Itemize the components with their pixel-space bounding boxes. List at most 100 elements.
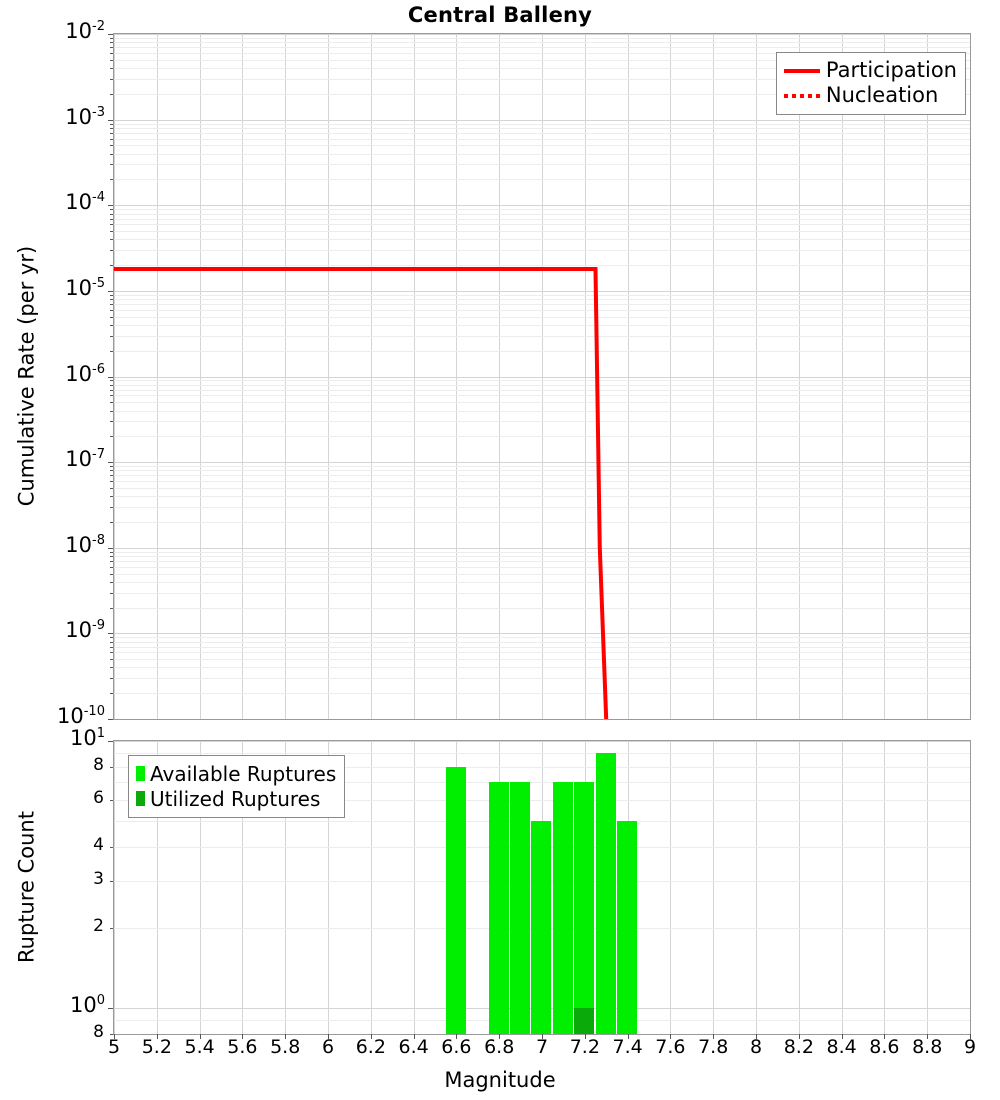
- y-tick-mark-minor-top: [110, 68, 113, 69]
- gridline-horizontal-minor: [114, 380, 970, 381]
- gridline-horizontal-minor: [114, 68, 970, 69]
- gridline-horizontal-minor: [114, 395, 970, 396]
- curve-participation: [114, 267, 609, 719]
- gridline-vertical: [842, 741, 843, 1034]
- y-tick-mark-minor-top: [110, 647, 113, 648]
- x-tick-label: 5.2: [141, 1036, 172, 1058]
- gridline-horizontal-minor: [114, 310, 970, 311]
- gridline-horizontal-minor: [114, 60, 970, 61]
- gridline-horizontal-minor: [114, 219, 970, 220]
- x-tick-mark: [456, 1034, 457, 1039]
- gridline-vertical: [927, 34, 928, 719]
- gridline-horizontal: [114, 120, 970, 121]
- x-tick-mark: [414, 1034, 415, 1039]
- x-tick-mark: [542, 1034, 543, 1039]
- cumulative-rate-plot: Participation Nucleation: [113, 33, 971, 720]
- gridline-horizontal-minor: [114, 209, 970, 210]
- y-tick-mark-minor-top: [110, 678, 113, 679]
- y-tick-mark-minor-top: [110, 224, 113, 225]
- gridline-horizontal-minor: [114, 42, 970, 43]
- gridline-vertical: [114, 34, 115, 719]
- y-tick-mark-minor-top: [110, 507, 113, 508]
- y-tick-mark-minor-top: [110, 411, 113, 412]
- gridline-horizontal-minor: [114, 304, 970, 305]
- gridline-horizontal-minor: [114, 574, 970, 575]
- gridline-vertical: [670, 741, 671, 1034]
- x-tick-label: 7.8: [698, 1036, 729, 1058]
- rupture-count-plot: Available Ruptures Utilized Ruptures: [113, 740, 971, 1035]
- gridline-vertical: [670, 34, 671, 719]
- gridline-vertical: [328, 34, 329, 719]
- gridline-horizontal-minor: [114, 753, 970, 754]
- gridline-vertical: [499, 34, 500, 719]
- y-tick-label-minor-bottom: 3: [93, 868, 104, 889]
- gridline-horizontal-minor: [114, 94, 970, 95]
- y-tick-mark-minor-top: [110, 652, 113, 653]
- bar-available: [445, 766, 466, 1034]
- x-tick-mark: [927, 1034, 928, 1039]
- gridline-horizontal-minor: [114, 53, 970, 54]
- x-tick-mark: [756, 1034, 757, 1039]
- y-tick-mark-minor-bottom: [110, 847, 113, 848]
- legend-item-participation[interactable]: Participation: [783, 58, 957, 83]
- gridline-vertical: [756, 34, 757, 719]
- gridline-vertical: [456, 34, 457, 719]
- gridline-horizontal-minor: [114, 128, 970, 129]
- y-tick-mark-minor-top: [110, 552, 113, 553]
- x-axis-title: Magnitude: [444, 1068, 556, 1092]
- legend-label-available-ruptures: Available Ruptures: [150, 761, 337, 786]
- gridline-horizontal: [114, 205, 970, 206]
- x-tick-label: 8.2: [783, 1036, 814, 1058]
- x-tick-mark: [242, 1034, 243, 1039]
- y-tick-mark-minor-top: [110, 47, 113, 48]
- gridline-horizontal: [114, 462, 970, 463]
- y-tick-label-bottom: 101: [69, 726, 105, 750]
- gridline-horizontal-minor: [114, 231, 970, 232]
- gridline-vertical: [884, 741, 885, 1034]
- x-tick-mark: [285, 1034, 286, 1039]
- gridline-horizontal-minor: [114, 496, 970, 497]
- gridline-horizontal-minor: [114, 678, 970, 679]
- legend-item-available-ruptures[interactable]: Available Ruptures: [136, 761, 336, 786]
- gridline-horizontal-minor: [114, 470, 970, 471]
- y-tick-mark-minor-top: [110, 475, 113, 476]
- x-tick-label: 6.8: [484, 1036, 515, 1058]
- gridline-horizontal-minor: [114, 567, 970, 568]
- legend-item-nucleation[interactable]: Nucleation: [783, 83, 957, 108]
- bar-available: [616, 821, 638, 1034]
- y-tick-mark-minor-top: [110, 561, 113, 562]
- legend-item-utilized-ruptures[interactable]: Utilized Ruptures: [136, 786, 336, 811]
- x-tick-mark: [499, 1034, 500, 1039]
- y-tick-label-minor-bottom: 8: [93, 1022, 104, 1042]
- y-tick-mark-top: [108, 633, 113, 634]
- x-tick-label: 5.8: [270, 1036, 301, 1058]
- y-tick-mark-minor-top: [110, 219, 113, 220]
- gridline-horizontal-minor: [114, 481, 970, 482]
- y-tick-mark-minor-top: [110, 310, 113, 311]
- y-tick-mark-minor-top: [110, 265, 113, 266]
- x-tick-label: 6.6: [441, 1036, 472, 1058]
- y-tick-label-top: 10-9: [65, 618, 105, 643]
- gridline-horizontal-minor: [114, 390, 970, 391]
- y-tick-mark-minor-top: [110, 336, 113, 337]
- gridline-horizontal-minor: [114, 466, 970, 467]
- y-tick-mark-minor-top: [110, 390, 113, 391]
- gridline-vertical: [114, 741, 115, 1034]
- y-tick-mark-minor-top: [110, 421, 113, 422]
- gridline-horizontal-minor: [114, 667, 970, 668]
- curve-nucleation: [114, 267, 608, 719]
- x-tick-label: 7.4: [612, 1036, 643, 1058]
- gridline-horizontal-minor: [114, 47, 970, 48]
- y-tick-mark-minor-top: [110, 659, 113, 660]
- x-tick-label: 8: [749, 1036, 763, 1058]
- y-tick-mark-minor-top: [110, 593, 113, 594]
- y-axis-title-bottom: Rupture Count: [14, 810, 38, 963]
- gridline-horizontal-minor: [114, 124, 970, 125]
- x-tick-mark: [371, 1034, 372, 1039]
- gridline-horizontal-minor: [114, 164, 970, 165]
- y-tick-mark-minor-top: [110, 582, 113, 583]
- gridline-vertical: [842, 34, 843, 719]
- y-tick-mark-minor-top: [110, 209, 113, 210]
- gridline-horizontal-minor: [114, 421, 970, 422]
- gridline-vertical: [713, 741, 714, 1034]
